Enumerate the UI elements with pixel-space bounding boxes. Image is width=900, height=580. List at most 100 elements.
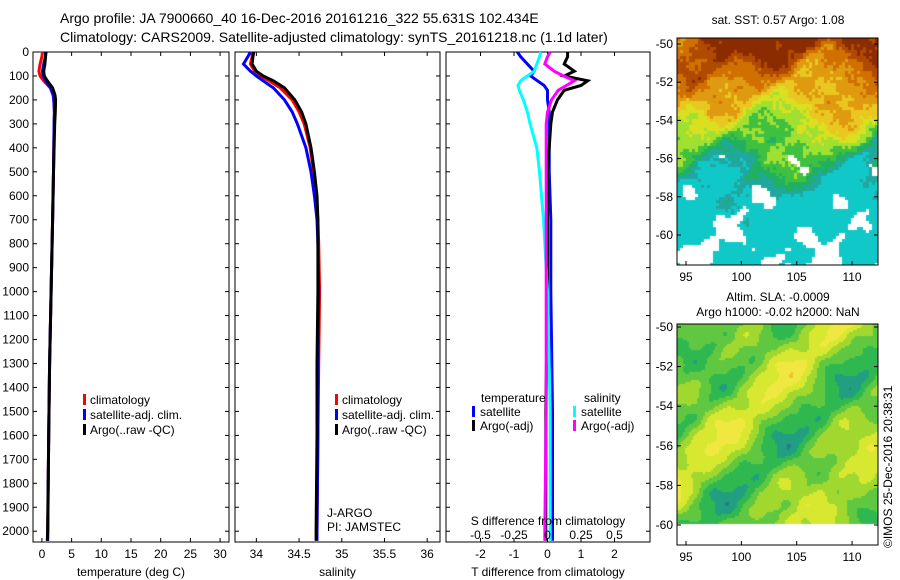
legend-swatch: [472, 420, 475, 431]
plot-frame: [445, 51, 651, 543]
x-tick-label: 35.5: [373, 547, 397, 561]
series-line-s-satellite: [516, 51, 552, 541]
map-x-tick-label: 105: [787, 270, 807, 284]
sst-map-title: sat. SST: 0.57 Argo: 1.08: [712, 13, 845, 27]
legend-label: climatology: [90, 393, 150, 407]
legend-swatch: [573, 420, 576, 431]
map-no-data: [677, 527, 878, 545]
x2-tick-label: 0.5: [606, 528, 623, 542]
series-line-argo-raw-qc-: [250, 51, 320, 541]
map-x-tick-label: 105: [787, 550, 807, 564]
y-tick-label: 200: [9, 93, 29, 107]
map-y-tick-label: -54: [656, 113, 674, 127]
sla-map-title-1: Altim. SLA: -0.0009: [726, 290, 830, 304]
y-tick-label: 1000: [2, 285, 29, 299]
sla-map-image: [677, 324, 878, 525]
legend-label: Argo(..raw -QC): [342, 423, 427, 437]
legend-swatch: [335, 394, 338, 405]
legend-label: Argo(-adj): [581, 419, 634, 433]
map-x-tick-label: 100: [731, 270, 751, 284]
y-tick-label: 1300: [2, 356, 29, 370]
x-tick-label: 35: [335, 547, 349, 561]
plot-frame: [234, 51, 441, 543]
legend-swatch: [83, 424, 86, 435]
profile-annotation: PI: JAMSTEC: [327, 520, 401, 534]
x-axis-label: salinity: [319, 565, 356, 579]
x-tick-label: -2: [475, 547, 486, 561]
y-tick-label: 100: [9, 69, 29, 83]
x-tick-label: 10: [95, 547, 109, 561]
map-frame: [676, 323, 879, 546]
legend-label: climatology: [342, 393, 402, 407]
sst-map-image: [677, 38, 878, 265]
x-tick-label: -1: [509, 547, 520, 561]
legend-swatch: [573, 406, 576, 417]
x-tick-label: 36: [421, 547, 435, 561]
y-tick-label: 1700: [2, 452, 29, 466]
legend-swatch: [472, 406, 475, 417]
map-y-tick-label: -60: [656, 228, 674, 242]
map-y-tick-label: -56: [656, 439, 674, 453]
profile-annotation: J-ARGO: [327, 506, 372, 520]
map-y-tick-label: -50: [656, 37, 674, 51]
legend-label: satellite: [480, 405, 521, 419]
legend-swatch: [83, 394, 86, 405]
map-frame: [676, 37, 879, 266]
x-tick-label: 30: [213, 547, 227, 561]
y-tick-label: 800: [9, 237, 29, 251]
legend-label: satellite-adj. clim.: [90, 408, 182, 422]
legend-swatch: [83, 409, 86, 420]
map-x-tick-label: 100: [731, 550, 751, 564]
x-tick-label: 20: [154, 547, 168, 561]
map-y-tick-label: -52: [656, 75, 674, 89]
y-tick-label: 700: [9, 213, 29, 227]
map-frame: [676, 323, 879, 546]
map-x-tick-label: 110: [842, 270, 861, 284]
x-tick-label: 34: [250, 547, 264, 561]
series-line-argo-raw-qc-: [42, 51, 58, 541]
x2-tick-label: -0.25: [500, 528, 528, 542]
legend-label: satellite-adj. clim.: [342, 408, 434, 422]
y-tick-label: 1900: [2, 500, 29, 514]
y-tick-label: 1200: [2, 333, 29, 347]
y-tick-label: 1800: [2, 476, 29, 490]
plot-frame: [32, 51, 230, 543]
y-tick-label: 1500: [2, 404, 29, 418]
map-y-tick-label: -58: [656, 190, 674, 204]
map-y-tick-label: -60: [656, 518, 674, 532]
map-y-tick-label: -50: [656, 320, 674, 334]
y-tick-label: 1100: [3, 309, 29, 323]
y-tick-label: 1600: [2, 428, 29, 442]
map-y-tick-label: -52: [656, 360, 674, 374]
x2-tick-label: 0: [544, 528, 551, 542]
legend-label: satellite: [581, 405, 622, 419]
sla-map-title-2: Argo h1000: -0.02 h2000: NaN: [696, 305, 859, 319]
map-x-tick-label: 110: [842, 550, 861, 564]
legend-label: Argo(..raw -QC): [90, 423, 175, 437]
map-x-tick-label: 95: [679, 550, 693, 564]
legend-label: Argo(-adj): [480, 419, 533, 433]
x2-axis-label: S difference from climatology: [471, 514, 626, 528]
y-tick-label: 0: [22, 45, 29, 59]
x-axis-label: T difference from climatology: [471, 565, 625, 579]
y-tick-label: 500: [9, 165, 29, 179]
map-x-tick-label: 95: [679, 270, 693, 284]
legend-title-temperature: temperature: [481, 391, 546, 405]
y-tick-label: 600: [9, 189, 29, 203]
x-tick-label: 5: [68, 547, 75, 561]
credit-text: ©IMOS 25-Dec-2016 20:38:31: [881, 385, 895, 548]
x-tick-label: 34.5: [287, 547, 311, 561]
x2-tick-label: 0.25: [569, 528, 593, 542]
title-line-2: Climatology: CARS2009. Satellite-adjuste…: [60, 29, 608, 45]
x-tick-label: 1: [578, 547, 585, 561]
series-line-s-argo-adj-: [543, 51, 578, 541]
series-line-climatology: [248, 52, 322, 541]
map-y-tick-label: -54: [656, 399, 674, 413]
x-tick-label: 25: [184, 547, 198, 561]
map-y-tick-label: -56: [656, 152, 674, 166]
x2-tick-label: -0.5: [470, 528, 491, 542]
x-axis-label: temperature (deg C): [77, 565, 185, 579]
legend-swatch: [335, 424, 338, 435]
legend-title-salinity: salinity: [584, 391, 621, 405]
